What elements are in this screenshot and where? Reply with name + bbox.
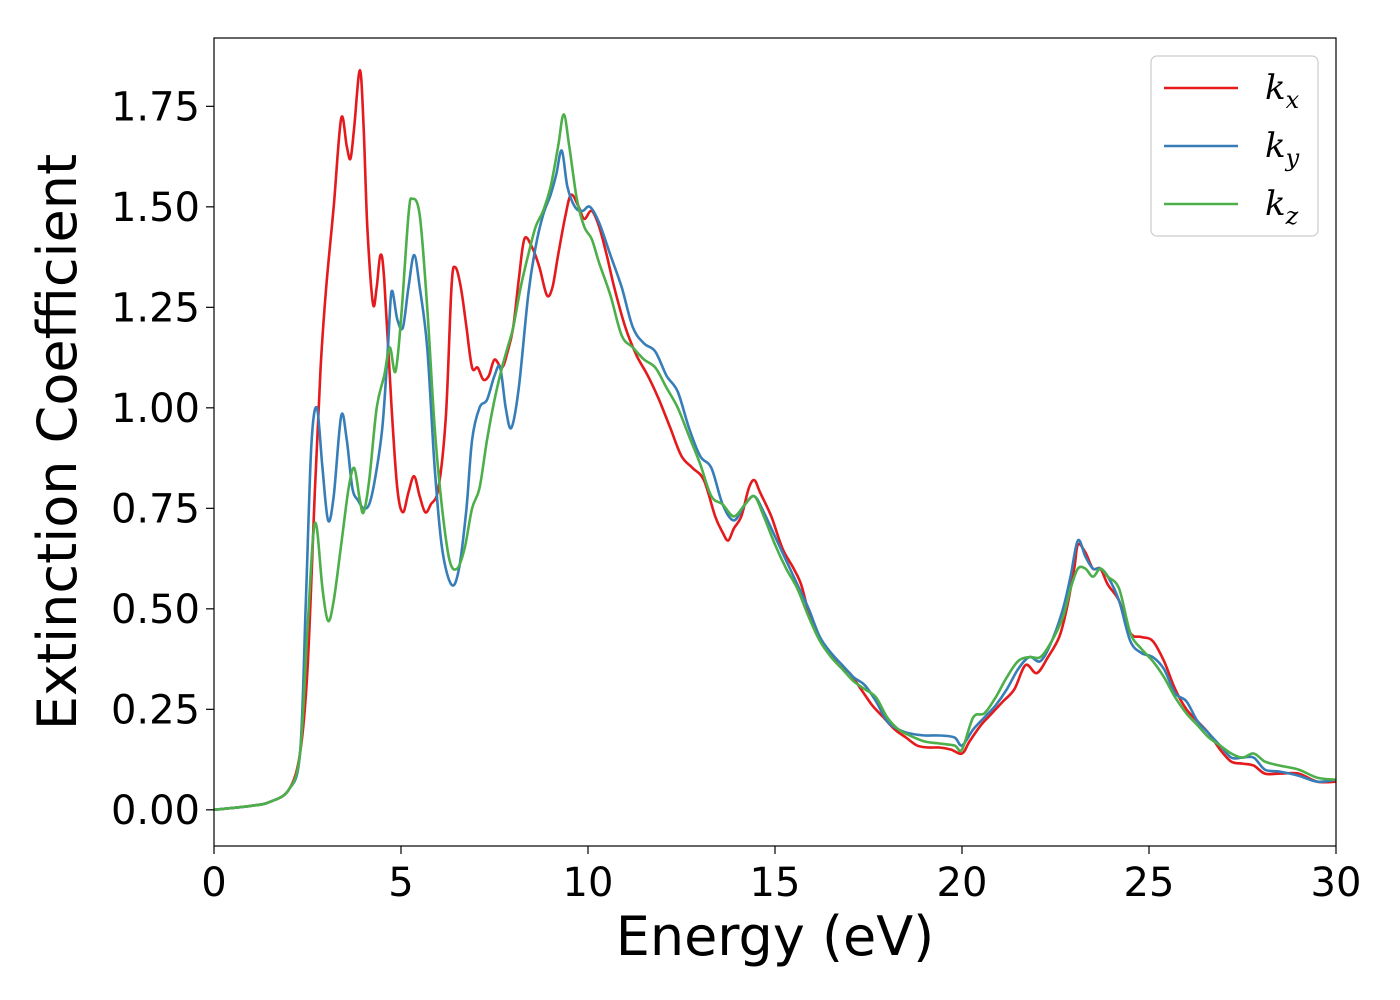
y-tick-label: 0.50 [111,587,200,633]
legend-label: kz [1265,184,1299,230]
x-tick-label: 30 [1311,860,1362,906]
legend-label-sub: z [1285,202,1299,230]
x-tick-label: 0 [201,860,226,906]
series-line-y [214,149,1336,812]
y-tick-label: 0.75 [111,486,200,532]
legend-label-base: k [1265,126,1286,166]
x-axis: 0 5 10 15 20 25 30 [201,846,1361,906]
legend-item-z: kz [1164,184,1299,230]
x-axis-label: Energy (eV) [616,905,935,968]
legend-label: ky [1265,126,1300,172]
legend-label: kx [1265,68,1300,114]
legend-label-sub: x [1286,86,1300,114]
y-axis-label: Extinction Coefficient [26,154,89,730]
y-tick-label: 0.25 [111,687,200,733]
legend-label-base: k [1265,184,1286,224]
series-line-z [214,113,1336,812]
x-tick-label: 20 [937,860,988,906]
y-tick-label: 1.50 [111,185,200,231]
x-tick-label: 25 [1124,860,1175,906]
y-tick-label: 1.25 [111,285,200,331]
y-axis: 0.00 0.25 0.50 0.75 1.00 1.25 1.50 1.75 [111,84,214,834]
x-tick-label: 5 [388,860,413,906]
legend-item-x: kx [1164,68,1300,114]
x-tick-label: 10 [563,860,614,906]
y-tick-label: 0.00 [111,788,200,834]
y-tick-label: 1.75 [111,84,200,130]
legend-label-sub: y [1285,144,1300,172]
series-layer [214,68,1336,812]
legend-label-base: k [1265,68,1286,108]
y-tick-label: 1.00 [111,386,200,432]
x-tick-label: 15 [750,860,801,906]
legend-item-y: ky [1164,126,1300,172]
